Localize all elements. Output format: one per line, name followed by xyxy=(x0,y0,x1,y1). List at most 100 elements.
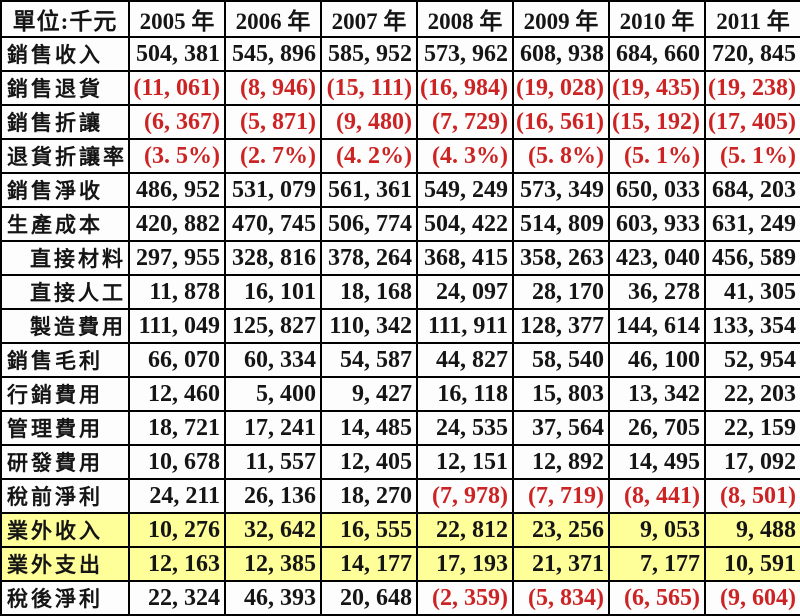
value-cell: 573, 962 xyxy=(416,36,514,72)
value-cell: (9, 604) xyxy=(704,580,800,616)
value-cell: (7, 729) xyxy=(416,104,514,140)
table-row: 直接材料 297, 955 328, 816 378, 264 368, 415 358,… xyxy=(0,240,800,276)
value-cell: 11, 878 xyxy=(128,274,226,310)
row-label: 銷售收入 xyxy=(0,36,130,72)
value-cell: 12, 163 xyxy=(128,546,226,582)
row-label: 管理費用 xyxy=(0,410,130,446)
value-cell: (5, 834) xyxy=(512,580,610,616)
value-cell: 14, 495 xyxy=(608,444,706,480)
value-cell: 111, 049 xyxy=(128,308,226,344)
value-cell: 514, 809 xyxy=(512,206,610,242)
year-header-2006: 2006 年 xyxy=(224,0,322,38)
value-cell: 10, 276 xyxy=(128,512,226,548)
value-cell: (16, 561) xyxy=(512,104,610,140)
value-cell: 23, 256 xyxy=(512,512,610,548)
value-cell: 20, 648 xyxy=(320,580,418,616)
value-cell: 32, 642 xyxy=(224,512,322,548)
row-label: 業外收入 xyxy=(0,512,130,548)
value-cell: 12, 460 xyxy=(128,376,226,412)
value-cell: 9, 427 xyxy=(320,376,418,412)
value-cell: (17, 405) xyxy=(704,104,800,140)
value-cell: 561, 361 xyxy=(320,172,418,208)
value-cell: 22, 159 xyxy=(704,410,800,446)
value-cell: 24, 211 xyxy=(128,478,226,514)
year-header-2005: 2005 年 xyxy=(128,0,226,38)
value-cell: 504, 381 xyxy=(128,36,226,72)
value-cell: 486, 952 xyxy=(128,172,226,208)
value-cell: (19, 238) xyxy=(704,70,800,106)
table-row: 研發費用 10, 678 11, 557 12, 405 12, 151 12, 892 1… xyxy=(0,444,800,480)
table-body: 銷售收入 504, 381 545, 896 585, 952 573, 962 608,… xyxy=(0,36,800,616)
value-cell: 58, 540 xyxy=(512,342,610,378)
value-cell: 54, 587 xyxy=(320,342,418,378)
value-cell: 5, 400 xyxy=(224,376,322,412)
value-cell: (4. 3%) xyxy=(416,138,514,174)
value-cell: (6, 367) xyxy=(128,104,226,140)
value-cell: 12, 892 xyxy=(512,444,610,480)
value-cell: 631, 249 xyxy=(704,206,800,242)
value-cell: 504, 422 xyxy=(416,206,514,242)
value-cell: (19, 435) xyxy=(608,70,706,106)
value-cell: 368, 415 xyxy=(416,240,514,276)
row-label: 行銷費用 xyxy=(0,376,130,412)
value-cell: 423, 040 xyxy=(608,240,706,276)
value-cell: (8, 501) xyxy=(704,478,800,514)
value-cell: (5. 1%) xyxy=(608,138,706,174)
table-row: 行銷費用 12, 460 5, 400 9, 427 16, 118 15, 803 13,… xyxy=(0,376,800,412)
value-cell: (7, 719) xyxy=(512,478,610,514)
value-cell: 14, 177 xyxy=(320,546,418,582)
value-cell: 603, 933 xyxy=(608,206,706,242)
value-cell: 7, 177 xyxy=(608,546,706,582)
value-cell: 44, 827 xyxy=(416,342,514,378)
value-cell: (9, 480) xyxy=(320,104,418,140)
value-cell: 18, 270 xyxy=(320,478,418,514)
value-cell: 18, 721 xyxy=(128,410,226,446)
value-cell: 9, 488 xyxy=(704,512,800,548)
table-row: 退貨折讓率 (3. 5%) (2. 7%) (4. 2%) (4. 3%) (5. 8%)… xyxy=(0,138,800,174)
value-cell: 17, 241 xyxy=(224,410,322,446)
value-cell: (4. 2%) xyxy=(320,138,418,174)
row-label: 研發費用 xyxy=(0,444,130,480)
value-cell: 12, 151 xyxy=(416,444,514,480)
row-label: 直接人工 xyxy=(0,274,130,310)
value-cell: 720, 845 xyxy=(704,36,800,72)
value-cell: (2, 359) xyxy=(416,580,514,616)
value-cell: 17, 193 xyxy=(416,546,514,582)
value-cell: 17, 092 xyxy=(704,444,800,480)
value-cell: 9, 053 xyxy=(608,512,706,548)
table-row: 銷售折讓 (6, 367) (5, 871) (9, 480) (7, 729) (16,… xyxy=(0,104,800,140)
value-cell: 24, 535 xyxy=(416,410,514,446)
table-row: 業外支出 12, 163 12, 385 14, 177 17, 193 21, 371 7… xyxy=(0,546,800,582)
value-cell: 24, 097 xyxy=(416,274,514,310)
table-row: 銷售收入 504, 381 545, 896 585, 952 573, 962 608,… xyxy=(0,36,800,72)
row-label: 稅前淨利 xyxy=(0,478,130,514)
table-row: 管理費用 18, 721 17, 241 14, 485 24, 535 37, 564 2… xyxy=(0,410,800,446)
unit-header: 單位:千元 xyxy=(0,0,130,38)
header-row: 單位:千元 2005 年 2006 年 2007 年 2008 年 2009 年… xyxy=(0,0,800,38)
value-cell: (5. 8%) xyxy=(512,138,610,174)
value-cell: 125, 827 xyxy=(224,308,322,344)
value-cell: 545, 896 xyxy=(224,36,322,72)
value-cell: 14, 485 xyxy=(320,410,418,446)
value-cell: (6, 565) xyxy=(608,580,706,616)
value-cell: 420, 882 xyxy=(128,206,226,242)
value-cell: 22, 324 xyxy=(128,580,226,616)
value-cell: 144, 614 xyxy=(608,308,706,344)
value-cell: (3. 5%) xyxy=(128,138,226,174)
value-cell: 585, 952 xyxy=(320,36,418,72)
value-cell: 13, 342 xyxy=(608,376,706,412)
value-cell: (8, 946) xyxy=(224,70,322,106)
row-label: 生產成本 xyxy=(0,206,130,242)
value-cell: 328, 816 xyxy=(224,240,322,276)
value-cell: (15, 111) xyxy=(320,70,418,106)
value-cell: 12, 385 xyxy=(224,546,322,582)
value-cell: 36, 278 xyxy=(608,274,706,310)
value-cell: 22, 812 xyxy=(416,512,514,548)
value-cell: 26, 705 xyxy=(608,410,706,446)
value-cell: (19, 028) xyxy=(512,70,610,106)
value-cell: (8, 441) xyxy=(608,478,706,514)
year-header-2007: 2007 年 xyxy=(320,0,418,38)
table-row: 業外收入 10, 276 32, 642 16, 555 22, 812 23, 256 9… xyxy=(0,512,800,548)
value-cell: 52, 954 xyxy=(704,342,800,378)
value-cell: 60, 334 xyxy=(224,342,322,378)
